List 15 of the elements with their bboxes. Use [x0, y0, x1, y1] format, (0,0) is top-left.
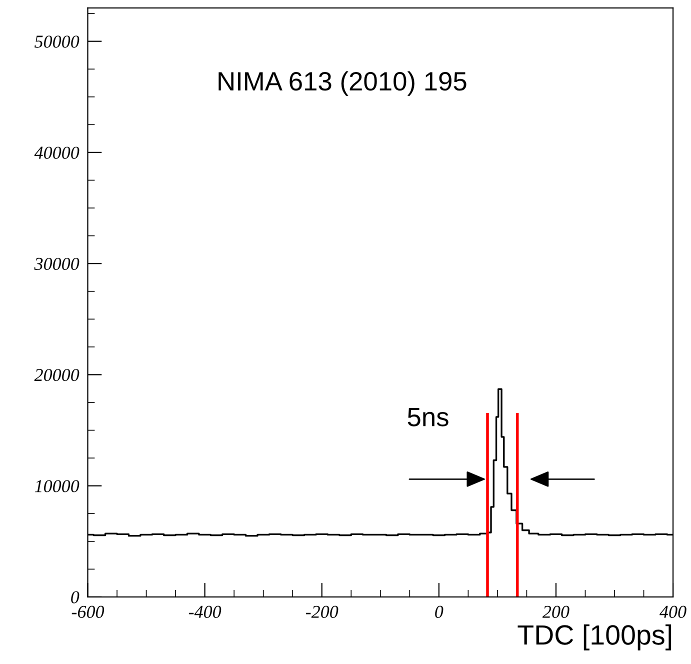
- annotation: NIMA 613 (2010) 195: [218, 71, 466, 96]
- annotation: 5ns: [408, 408, 448, 426]
- x-tick-label: -600: [72, 606, 104, 618]
- y-tick-label: 0: [71, 591, 80, 604]
- y-tick-label: 20000: [34, 368, 80, 382]
- x-tick-label: 0: [435, 606, 444, 618]
- y-tick-label: 50000: [34, 36, 80, 48]
- x-tick-label: -400: [188, 606, 222, 618]
- x-axis-title: TDC [100ps]: [518, 624, 672, 650]
- x-tick-label: 400: [660, 606, 686, 618]
- y-tick-label: 30000: [34, 258, 80, 270]
- x-tick-label: -200: [306, 606, 338, 618]
- x-tick-label: 200: [542, 606, 570, 618]
- y-tick-label: 10000: [34, 480, 80, 492]
- y-tick-label: 40000: [34, 146, 80, 159]
